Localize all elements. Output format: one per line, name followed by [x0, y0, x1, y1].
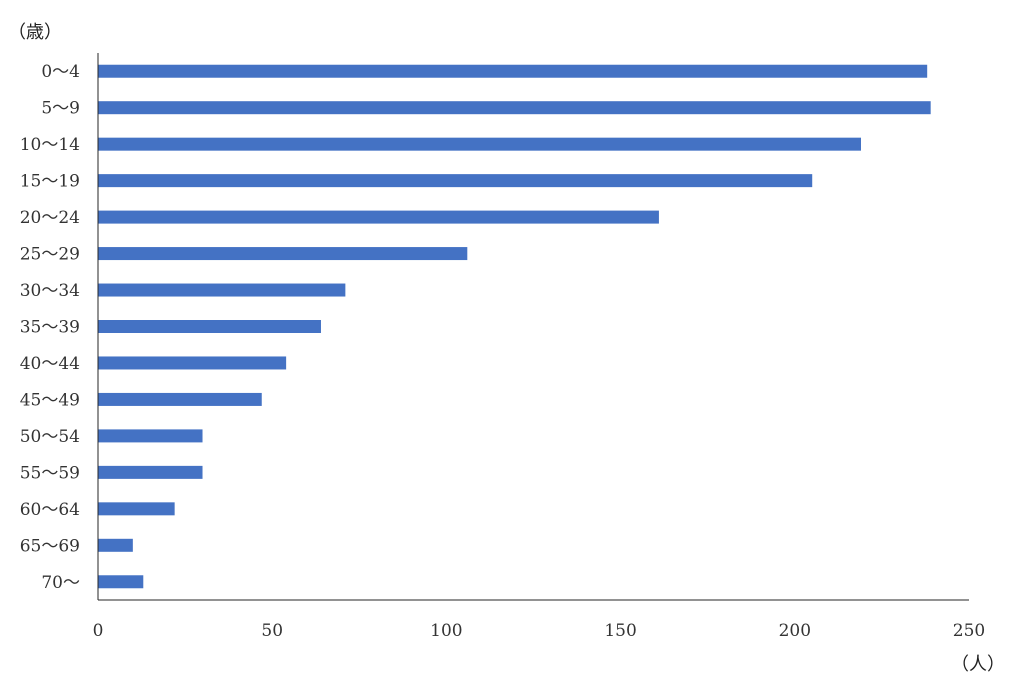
category-label-9: 45～49 — [20, 390, 80, 410]
bar-8 — [98, 356, 287, 370]
bar-10 — [98, 429, 203, 443]
bar-2 — [98, 137, 861, 151]
x-tick-label-2: 100 — [430, 621, 462, 641]
category-label-5: 25～29 — [20, 245, 80, 265]
category-label-13: 65～69 — [20, 536, 80, 556]
category-label-8: 40～44 — [20, 354, 80, 374]
category-label-7: 35～39 — [20, 318, 80, 338]
x-tick-labels-group: 0 50 100 150 200 250 — [93, 621, 986, 641]
x-tick-label-3: 150 — [604, 621, 636, 641]
category-label-12: 60～64 — [20, 500, 80, 520]
bar-5 — [98, 247, 468, 261]
bar-13 — [98, 538, 133, 552]
category-label-14: 70～ — [41, 573, 80, 593]
bar-12 — [98, 502, 175, 516]
category-label-10: 50～54 — [20, 427, 80, 447]
bar-6 — [98, 283, 346, 297]
x-tick-label-0: 0 — [93, 621, 104, 641]
bar-9 — [98, 392, 262, 406]
x-tick-label-4: 200 — [779, 621, 811, 641]
category-label-0: 0～4 — [41, 62, 80, 82]
bar-11 — [98, 465, 203, 479]
category-label-4: 20～24 — [20, 208, 80, 228]
category-label-1: 5～9 — [41, 99, 80, 119]
category-labels-group: 0～4 5～9 10～14 15～19 20～24 25～29 30～34 35～39 40～4… — [20, 62, 80, 593]
category-label-2: 10～14 — [20, 135, 80, 155]
bar-4 — [98, 210, 659, 224]
bar-1 — [98, 101, 931, 115]
x-axis-unit-label: （人） — [951, 654, 1005, 675]
x-tick-label-1: 50 — [261, 621, 283, 641]
x-tick-label-5: 250 — [953, 621, 985, 641]
bar-0 — [98, 64, 928, 78]
category-label-6: 30～34 — [20, 281, 80, 301]
bar-3 — [98, 174, 813, 188]
bars-group — [98, 64, 931, 589]
y-axis-unit-label: （歳） — [8, 22, 62, 43]
category-label-3: 15～19 — [20, 172, 80, 192]
bar-14 — [98, 575, 144, 589]
category-label-11: 55～59 — [20, 463, 80, 483]
bar-7 — [98, 320, 321, 333]
